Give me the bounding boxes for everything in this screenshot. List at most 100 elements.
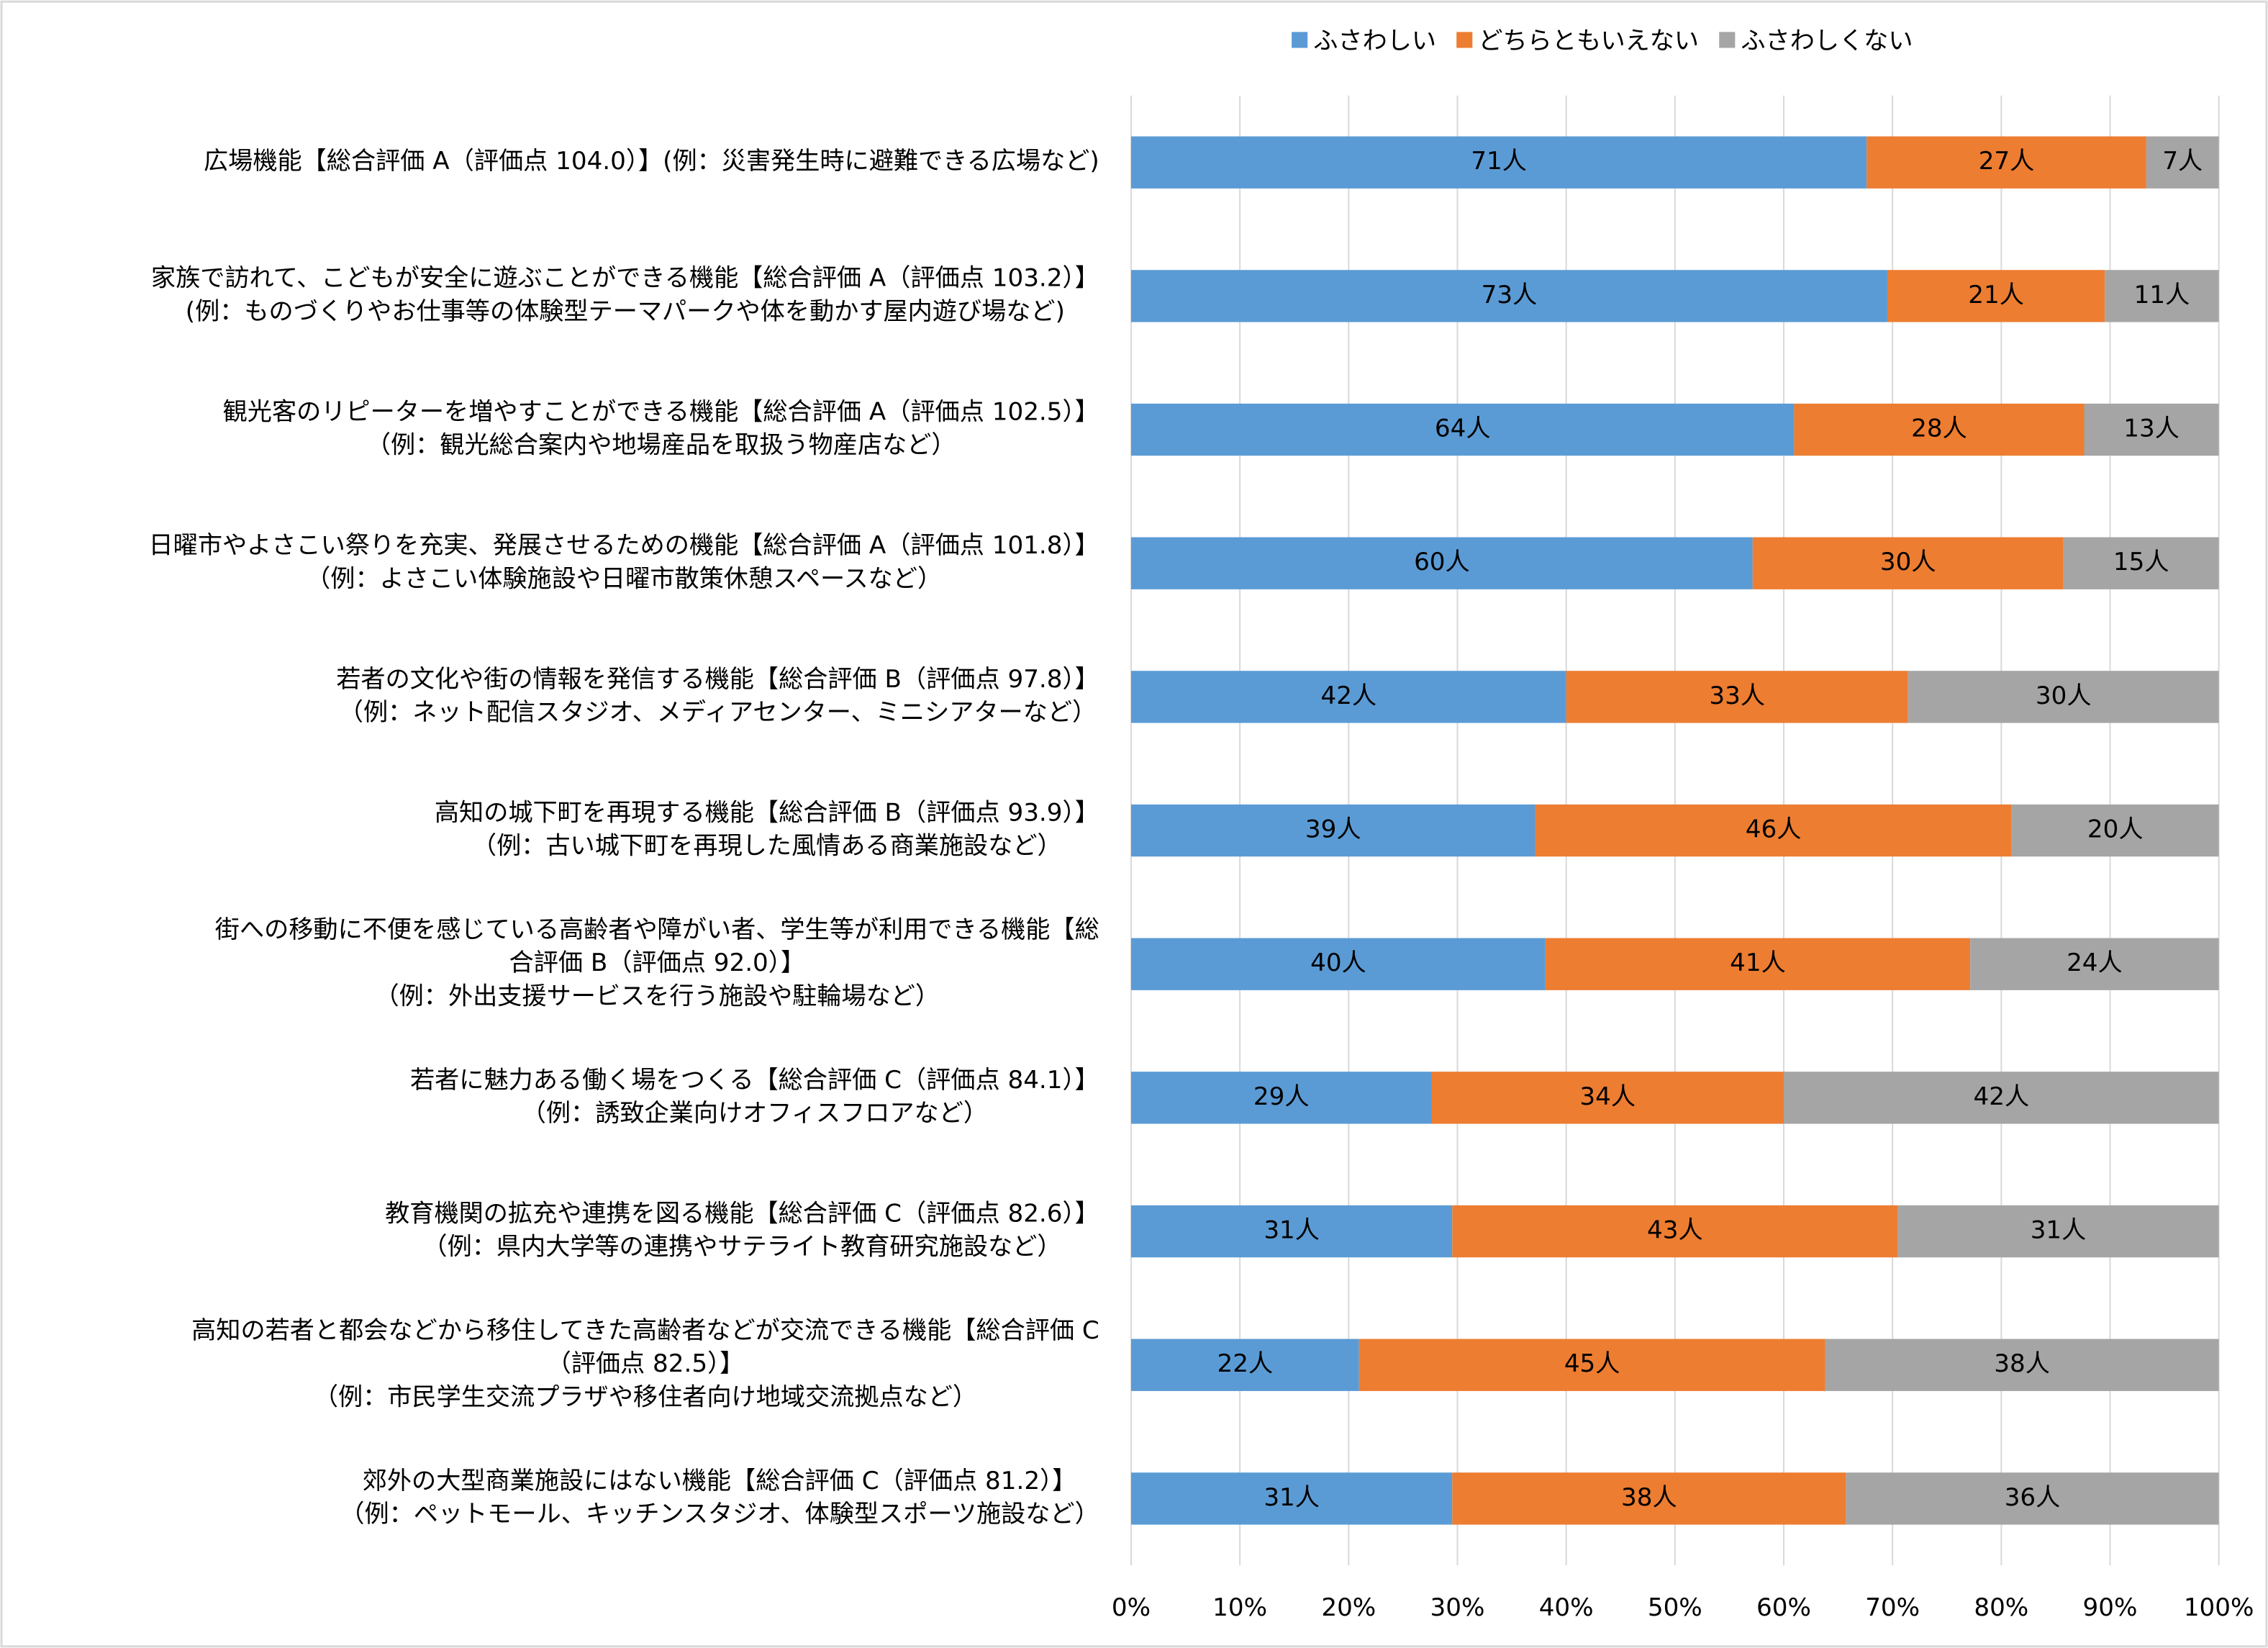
category-label-line: 高知の若者と都会などから移住してきた高齢者などが交流できる機能【総合評価 C bbox=[191, 1316, 1099, 1345]
data-label: 30人 bbox=[1880, 548, 1936, 576]
category-label-line: 郊外の大型商業施設にはない機能【総合評価 C（評価点 81.2）】 bbox=[363, 1467, 1077, 1495]
category-label-line: 合評価 B（評価点 92.0）】 bbox=[509, 948, 806, 977]
data-label: 31人 bbox=[2031, 1216, 2087, 1245]
bar-segment bbox=[1130, 671, 1566, 723]
category-label-line: 家族で訪れて、こどもが安全に遊ぶことができる機能【総合評価 A（評価点 103.… bbox=[151, 264, 1099, 293]
category-label-line: （例：ペットモール、キッチンスタジオ、体験型スポーツ施設など） bbox=[340, 1500, 1099, 1529]
category-label-line: （例：県内大学等の連携やサテライト教育研究施設など） bbox=[422, 1233, 1061, 1262]
bar-segment bbox=[1130, 1205, 1453, 1258]
category-label-line: （例：市民学生交流プラザや移住者向け地域交流拠点など） bbox=[314, 1382, 977, 1411]
category-label: 日曜市やよさこい祭りを充実、発展させるための機能【総合評価 A（評価点 101.… bbox=[149, 531, 1099, 593]
bar-segment bbox=[1452, 1205, 1898, 1258]
data-label: 15人 bbox=[2113, 548, 2169, 576]
bar-segment bbox=[1908, 671, 2219, 723]
data-label: 64人 bbox=[1435, 415, 1491, 443]
bar-segment bbox=[1545, 938, 1971, 990]
bar-segment bbox=[1970, 938, 2219, 990]
x-tick-label: 70% bbox=[1865, 1593, 1920, 1622]
category-label: 街への移動に不便を感じている高齢者や障がい者、学生等が利用できる機能【総合評価 … bbox=[215, 915, 1099, 1010]
data-label: 28人 bbox=[1911, 415, 1967, 443]
category-label-line: 日曜市やよさこい祭りを充実、発展させるための機能【総合評価 A（評価点 101.… bbox=[149, 531, 1099, 560]
category-label: 郊外の大型商業施設にはない機能【総合評価 C（評価点 81.2）】 （例：ペットモ… bbox=[340, 1467, 1099, 1529]
category-label: 若者の文化や街の情報を発信する機能【総合評価 B（評価点 97.8）】 （例：ネッ… bbox=[336, 665, 1099, 727]
x-tick-label: 20% bbox=[1321, 1593, 1376, 1622]
data-label: 21人 bbox=[1968, 281, 2024, 309]
data-label: 41人 bbox=[1730, 948, 1786, 977]
category-label-line: （評価点 82.5）】 bbox=[547, 1349, 745, 1378]
bar-segment bbox=[2084, 403, 2219, 456]
x-tick-label: 80% bbox=[1974, 1593, 2028, 1622]
category-label: 教育機関の拡充や連携を図る機能【総合評価 C（評価点 82.6）】 （例：県内大学… bbox=[385, 1199, 1099, 1261]
category-label: 観光客のリピーターを増やすことができる機能【総合評価 A（評価点 102.5）】… bbox=[223, 397, 1099, 459]
legend-label: ふさわしくない bbox=[1741, 27, 1913, 55]
data-label: 71人 bbox=[1471, 147, 1527, 176]
bar-segment bbox=[1752, 537, 2064, 589]
category-label-line: （例：外出支援サービスを行う施設や駐輪場など） bbox=[374, 982, 940, 1010]
bar-segment bbox=[2146, 136, 2219, 189]
bar-segment bbox=[1130, 1339, 1359, 1391]
bar-segment bbox=[1846, 1472, 2219, 1525]
data-label: 45人 bbox=[1564, 1349, 1620, 1378]
bar-segment bbox=[1130, 136, 1867, 189]
category-label-line: （例：観光総合案内や地場産品を取扱う物産店など） bbox=[366, 431, 956, 460]
legend-swatch bbox=[1292, 32, 1308, 48]
data-label: 20人 bbox=[2087, 815, 2144, 844]
legend-label: どちらともいえない bbox=[1478, 27, 1699, 55]
data-label: 22人 bbox=[1217, 1349, 1274, 1378]
data-label: 31人 bbox=[1264, 1483, 1320, 1512]
category-label-line: 教育機関の拡充や連携を図る機能【総合評価 C（評価点 82.6）】 bbox=[385, 1199, 1099, 1228]
x-tick-label: 0% bbox=[1112, 1593, 1151, 1622]
data-label: 36人 bbox=[2005, 1483, 2061, 1512]
x-tick-label: 100% bbox=[2184, 1593, 2254, 1622]
category-label-line: （例：古い城下町を再現した風情ある商業施設など） bbox=[472, 832, 1062, 861]
category-label-line: 高知の城下町を再現する機能【総合評価 B（評価点 93.9）】 bbox=[435, 798, 1099, 827]
bar-segment bbox=[1825, 1339, 2219, 1391]
category-label-line: (例：ものづくりやお仕事等の体験型テーマパークや体を動かす屋内遊び場など) bbox=[186, 297, 1065, 326]
x-tick-label: 60% bbox=[1756, 1593, 1811, 1622]
bar-segment bbox=[1130, 938, 1546, 990]
bar-segment bbox=[1130, 403, 1795, 456]
bar-segment bbox=[1130, 1072, 1432, 1124]
data-label: 24人 bbox=[2067, 948, 2123, 977]
bar-segment bbox=[1130, 537, 1753, 589]
category-label-line: 若者に魅力ある働く場をつくる【総合評価 C（評価点 84.1）】 bbox=[410, 1066, 1099, 1095]
data-label: 31人 bbox=[1264, 1216, 1320, 1245]
bar-segment bbox=[2063, 537, 2219, 589]
data-label: 11人 bbox=[2134, 281, 2190, 309]
data-label: 42人 bbox=[1321, 682, 1377, 710]
data-label: 13人 bbox=[2123, 415, 2179, 443]
category-label: 家族で訪れて、こどもが安全に遊ぶことができる機能【総合評価 A（評価点 103.… bbox=[151, 264, 1099, 326]
data-label: 38人 bbox=[1994, 1349, 2050, 1378]
x-tick-label: 50% bbox=[1648, 1593, 1702, 1622]
data-label: 43人 bbox=[1647, 1216, 1703, 1245]
bar-segment bbox=[1887, 270, 2105, 322]
category-label: 若者に魅力ある働く場をつくる【総合評価 C（評価点 84.1）】 （例：誘致企業向… bbox=[410, 1066, 1099, 1128]
data-label: 42人 bbox=[1974, 1082, 2030, 1111]
data-label: 60人 bbox=[1414, 548, 1470, 576]
category-label: 高知の若者と都会などから移住してきた高齢者などが交流できる機能【総合評価 C （評… bbox=[191, 1316, 1099, 1411]
category-label: 広場機能【総合評価 A（評価点 104.0）】(例：災害発生時に避難できる広場な… bbox=[204, 147, 1099, 176]
bar-segment bbox=[1130, 1472, 1453, 1525]
bar-segment bbox=[1431, 1072, 1784, 1124]
data-label: 27人 bbox=[1979, 147, 2035, 176]
category-label-line: 街への移動に不便を感じている高齢者や障がい者、学生等が利用できる機能【総 bbox=[215, 915, 1099, 944]
data-label: 40人 bbox=[1310, 948, 1366, 977]
data-label: 39人 bbox=[1305, 815, 1361, 844]
category-label-line: 観光客のリピーターを増やすことができる機能【総合評価 A（評価点 102.5）】 bbox=[223, 397, 1099, 426]
category-label-line: （例：よさこい体験施設や日曜市散策休憩スペースなど） bbox=[306, 564, 942, 593]
bar-segment bbox=[1358, 1339, 1825, 1391]
data-label: 29人 bbox=[1253, 1082, 1310, 1111]
data-label: 73人 bbox=[1482, 281, 1538, 309]
legend-swatch bbox=[1719, 32, 1736, 48]
bar-segment bbox=[1130, 804, 1536, 857]
category-label-line: 広場機能【総合評価 A（評価点 104.0）】(例：災害発生時に避難できる広場な… bbox=[204, 147, 1099, 176]
bar-segment bbox=[1566, 671, 1908, 723]
data-label: 38人 bbox=[1621, 1483, 1677, 1512]
bar-segment bbox=[1794, 403, 2085, 456]
bar-segment bbox=[2011, 804, 2219, 857]
bar-segment bbox=[1130, 270, 1887, 322]
data-label: 34人 bbox=[1579, 1082, 1636, 1111]
x-tick-label: 10% bbox=[1212, 1593, 1267, 1622]
